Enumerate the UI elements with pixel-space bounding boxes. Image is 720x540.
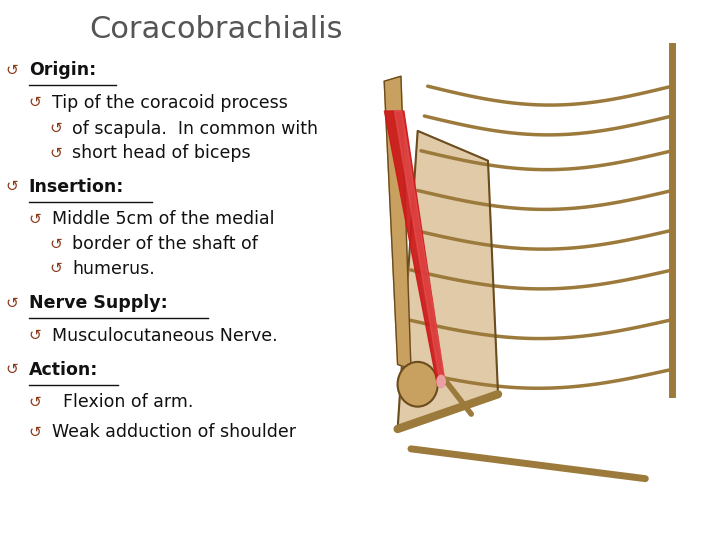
Polygon shape [397, 131, 498, 429]
Text: ↺: ↺ [49, 261, 62, 276]
Text: Action:: Action: [29, 361, 98, 379]
FancyBboxPatch shape [371, 22, 706, 518]
Text: ↺: ↺ [49, 121, 62, 136]
Text: Action:: Action: [29, 361, 98, 379]
Text: ↺: ↺ [29, 95, 42, 110]
Text: of scapula.  In common with: of scapula. In common with [72, 119, 318, 138]
Polygon shape [384, 76, 411, 369]
Text: Musculocutaneous Nerve.: Musculocutaneous Nerve. [52, 327, 277, 345]
Ellipse shape [437, 375, 445, 388]
Text: ↺: ↺ [29, 395, 42, 410]
Text: border of the shaft of: border of the shaft of [72, 235, 258, 253]
Text: Coracobrachialis: Coracobrachialis [89, 15, 343, 44]
Text: ↺: ↺ [29, 212, 42, 227]
Text: Nerve Supply:: Nerve Supply: [29, 294, 168, 313]
Text: ↺: ↺ [29, 328, 42, 343]
Text: ↺: ↺ [29, 424, 42, 440]
Text: Origin:: Origin: [29, 61, 96, 79]
Text: ↺: ↺ [6, 362, 19, 377]
Polygon shape [395, 111, 445, 379]
Text: ↺: ↺ [49, 237, 62, 252]
Text: Insertion:: Insertion: [29, 178, 124, 196]
Text: humerus.: humerus. [72, 260, 155, 278]
Text: Origin:: Origin: [29, 61, 96, 79]
Polygon shape [384, 111, 445, 384]
Text: Flexion of arm.: Flexion of arm. [52, 393, 193, 411]
Text: ↺: ↺ [6, 296, 19, 311]
Text: ↺: ↺ [6, 179, 19, 194]
Text: Nerve Supply:: Nerve Supply: [29, 294, 168, 313]
Text: Middle 5cm of the medial: Middle 5cm of the medial [52, 210, 274, 228]
Text: Insertion:: Insertion: [29, 178, 124, 196]
Text: ↺: ↺ [6, 63, 19, 78]
Text: Tip of the coracoid process: Tip of the coracoid process [52, 93, 288, 112]
Text: ↺: ↺ [49, 146, 62, 161]
Ellipse shape [397, 362, 438, 407]
Text: short head of biceps: short head of biceps [72, 144, 251, 163]
Text: Weak adduction of shoulder: Weak adduction of shoulder [52, 423, 296, 441]
